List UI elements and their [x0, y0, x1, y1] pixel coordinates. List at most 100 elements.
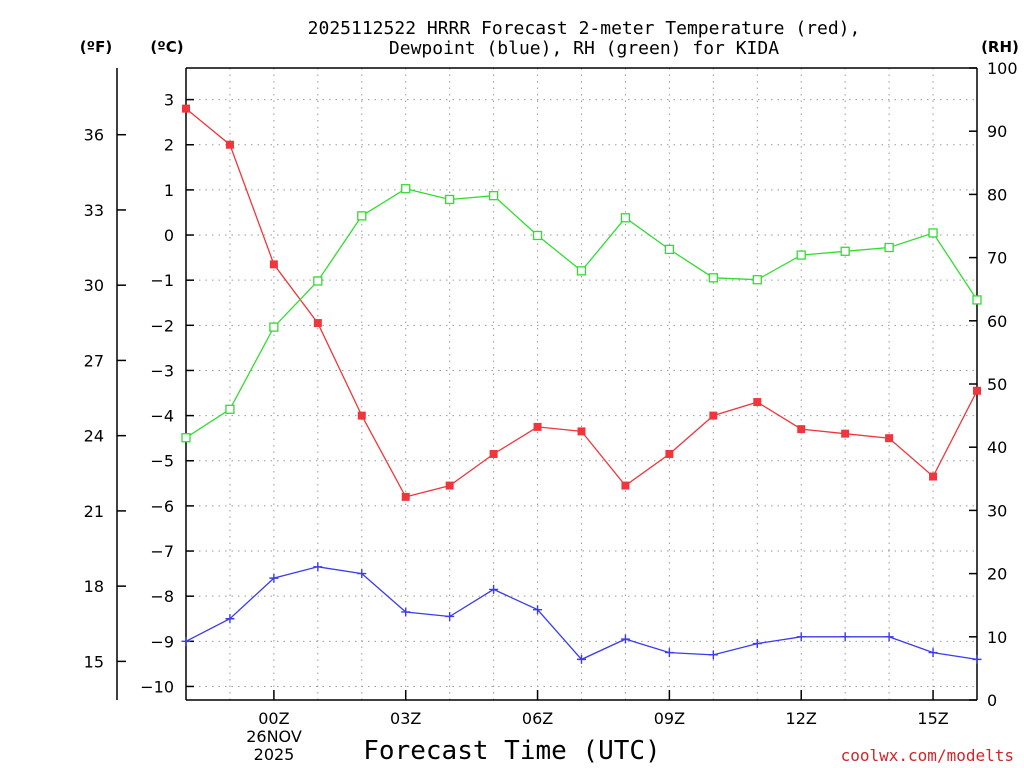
rh-point [313, 276, 323, 286]
dewpoint-point [840, 632, 850, 642]
x-tick-label: 06Z [522, 709, 553, 728]
dewpoint-series [181, 562, 982, 664]
x-tick-label: 12Z [786, 709, 817, 728]
2-meter-temperature-point [401, 492, 410, 501]
rh-tick-label: 70 [987, 249, 1007, 268]
dewpoint-point [225, 614, 235, 624]
rh-point [269, 322, 279, 332]
fahrenheit-tick-label: 21 [84, 502, 104, 521]
credit-link[interactable]: coolwx.com/modelts [841, 746, 1014, 765]
celsius-tick-label: 2 [164, 136, 174, 155]
rh-tick-label: 40 [987, 438, 1007, 457]
2-meter-temperature-point [182, 104, 190, 113]
rh-point [972, 295, 982, 305]
2-meter-temperature-point [533, 422, 542, 431]
dewpoint-point [884, 632, 894, 642]
rh-point [401, 184, 411, 194]
celsius-tick-label: −3 [150, 361, 174, 380]
x-axis-title: Forecast Time (UTC) [363, 736, 660, 766]
rh-tick-label: 30 [987, 501, 1007, 520]
dewpoint-point [357, 569, 367, 579]
dewpoint-point [664, 648, 674, 658]
rh-point [620, 213, 631, 223]
dewpoint-point [181, 636, 191, 646]
2-meter-temperature-series [182, 104, 981, 501]
fahrenheit-tick-label: 18 [84, 577, 104, 596]
celsius-tick-label: −9 [150, 632, 174, 651]
2-meter-temperature-point [225, 140, 234, 149]
celsius-tick-label: −10 [140, 677, 174, 696]
2-meter-temperature-point [797, 425, 806, 434]
rh-unit-label: (RH) [981, 38, 1019, 56]
rh-point [225, 404, 235, 414]
fahrenheit-unit-label: (ºF) [80, 38, 112, 56]
dewpoint-point [533, 605, 543, 615]
rh-tick-label: 90 [987, 122, 1007, 141]
rh-point [488, 191, 499, 201]
date-label-day: 26NOV [246, 727, 302, 746]
data-series [181, 104, 982, 664]
2-meter-temperature-point [929, 472, 938, 481]
rh-point [357, 211, 367, 221]
x-tick-label: 09Z [654, 709, 685, 728]
chart-subtitle: Dewpoint (blue), RH (green) for KIDA [389, 38, 779, 59]
x-tick-label: 03Z [390, 709, 421, 728]
2-meter-temperature-point [753, 398, 762, 407]
rh-point [445, 194, 455, 205]
rh-point [884, 242, 894, 253]
celsius-unit-label: (ºC) [150, 38, 183, 56]
celsius-tick-label: −8 [150, 587, 174, 606]
date-label-year: 2025 [254, 745, 295, 764]
dewpoint-point [752, 639, 762, 649]
rh-tick-label: 10 [987, 628, 1007, 647]
dewpoint-point [796, 632, 806, 642]
celsius-tick-label: −1 [150, 271, 174, 290]
2-meter-temperature-point [885, 434, 894, 443]
celsius-tick-label: −7 [150, 542, 174, 561]
celsius-tick-label: 3 [164, 91, 174, 110]
dewpoint-point [489, 584, 499, 594]
rh-point [752, 275, 762, 285]
celsius-tick-label: −5 [150, 452, 174, 471]
axes [116, 67, 978, 701]
2-meter-temperature-point [445, 481, 454, 490]
2-meter-temperature-point [841, 429, 850, 438]
rh-point [181, 433, 191, 443]
fahrenheit-tick-label: 24 [84, 427, 104, 446]
dewpoint-point [620, 634, 630, 644]
rh-point [664, 244, 675, 255]
dewpoint-point [313, 562, 323, 572]
dewpoint-point [445, 611, 455, 621]
rh-point [532, 230, 543, 241]
rh-tick-label: 80 [987, 185, 1007, 204]
rh-point [576, 266, 587, 276]
tick-labels: 3210−1−2−3−4−5−6−7−8−9−10363330272421181… [84, 59, 1018, 728]
dewpoint-point [577, 654, 586, 664]
rh-point [840, 246, 850, 256]
dewpoint-line [185, 566, 978, 661]
celsius-tick-label: −6 [150, 497, 174, 516]
2-meter-temperature-point [313, 319, 322, 328]
2-meter-temperature-point [621, 481, 630, 490]
2-meter-temperature-point [709, 411, 718, 420]
x-tick-label: 15Z [917, 709, 948, 728]
rh-series [181, 184, 982, 443]
2-meter-temperature-point [489, 449, 498, 458]
rh-tick-label: 0 [987, 691, 997, 710]
dewpoint-point [928, 648, 938, 658]
fahrenheit-tick-label: 30 [84, 276, 104, 295]
rh-point [796, 250, 806, 260]
2-meter-temperature-point [357, 411, 366, 420]
celsius-tick-label: −2 [150, 316, 174, 335]
rh-tick-label: 60 [987, 312, 1007, 331]
2-meter-temperature-point [665, 449, 674, 458]
dewpoint-point [708, 650, 718, 660]
x-tick-label: 00Z [258, 709, 289, 728]
fahrenheit-tick-label: 33 [84, 201, 104, 220]
2-meter-temperature-point [973, 386, 981, 395]
rh-point [928, 228, 938, 238]
fahrenheit-tick-label: 15 [84, 652, 104, 671]
fahrenheit-tick-label: 27 [84, 351, 104, 370]
2-meter-temperature-point [577, 427, 586, 436]
